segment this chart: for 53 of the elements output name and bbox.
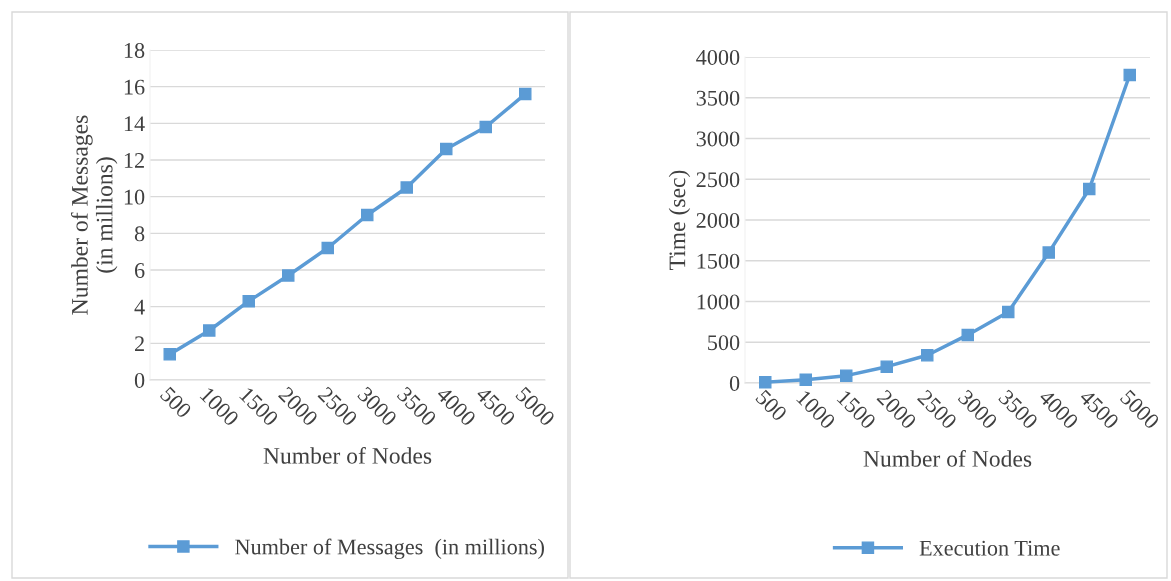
point bbox=[439, 142, 453, 156]
point bbox=[920, 349, 934, 362]
point bbox=[799, 373, 813, 386]
y-tick-label: 6 bbox=[134, 262, 145, 278]
point bbox=[202, 324, 216, 337]
point bbox=[163, 348, 177, 361]
x-tick-label: 4000 bbox=[1038, 388, 1080, 430]
y-tick-label: 2 bbox=[135, 336, 144, 352]
point bbox=[880, 360, 894, 373]
y-tick-label: 3500 bbox=[696, 90, 740, 106]
point bbox=[1001, 305, 1015, 319]
y-tick-label: 2500 bbox=[696, 172, 740, 188]
legend-label: Execution Time bbox=[919, 540, 1060, 556]
y-tick-label: 14 bbox=[124, 116, 145, 132]
y-tick-label: 16 bbox=[124, 79, 145, 95]
x-tick-label: 500 bbox=[159, 386, 193, 419]
point bbox=[758, 375, 772, 389]
x-tick-label: 1000 bbox=[796, 389, 837, 430]
point bbox=[479, 120, 493, 134]
point bbox=[1123, 68, 1137, 82]
y-tick-label: 0 bbox=[134, 372, 145, 388]
point bbox=[321, 241, 335, 255]
x-tick-label: 4500 bbox=[1078, 388, 1120, 430]
y-tick-label: 8 bbox=[134, 226, 145, 242]
point bbox=[281, 269, 295, 282]
point bbox=[360, 208, 374, 222]
y-tick-label: 2000 bbox=[696, 212, 740, 228]
point bbox=[1082, 182, 1096, 196]
y-tick-label: 1500 bbox=[697, 253, 740, 269]
y-tick-label: 10 bbox=[124, 189, 145, 205]
y-tick-label: 1000 bbox=[697, 294, 740, 310]
y-axis-title: Time (sec) bbox=[668, 170, 691, 270]
x-tick-label: 1500 bbox=[836, 389, 877, 430]
point bbox=[961, 328, 975, 342]
y-tick-label: 4000 bbox=[696, 49, 740, 65]
y-tick-label: 18 bbox=[124, 42, 145, 58]
legend-label: Number of Messages (in millions) bbox=[235, 538, 544, 560]
x-tick-label: 1000 bbox=[199, 386, 240, 427]
x-tick-label: 4000 bbox=[435, 385, 477, 427]
point bbox=[1042, 246, 1056, 259]
y-tick-label: 3000 bbox=[696, 131, 740, 147]
x-axis-title: Number of Nodes bbox=[863, 449, 1032, 467]
x-tick-label: 500 bbox=[755, 389, 788, 422]
point bbox=[839, 369, 853, 382]
x-axis-title: Number of Nodes bbox=[263, 446, 432, 464]
y-tick-label: 0 bbox=[729, 375, 740, 391]
point bbox=[400, 181, 414, 194]
y-tick-label: 500 bbox=[708, 335, 740, 351]
y-tick-label: 12 bbox=[124, 152, 144, 168]
y-axis-title: Number of Messages (in millions) bbox=[70, 115, 118, 315]
point bbox=[242, 294, 256, 308]
y-tick-label: 4 bbox=[134, 299, 145, 315]
point bbox=[518, 87, 532, 101]
